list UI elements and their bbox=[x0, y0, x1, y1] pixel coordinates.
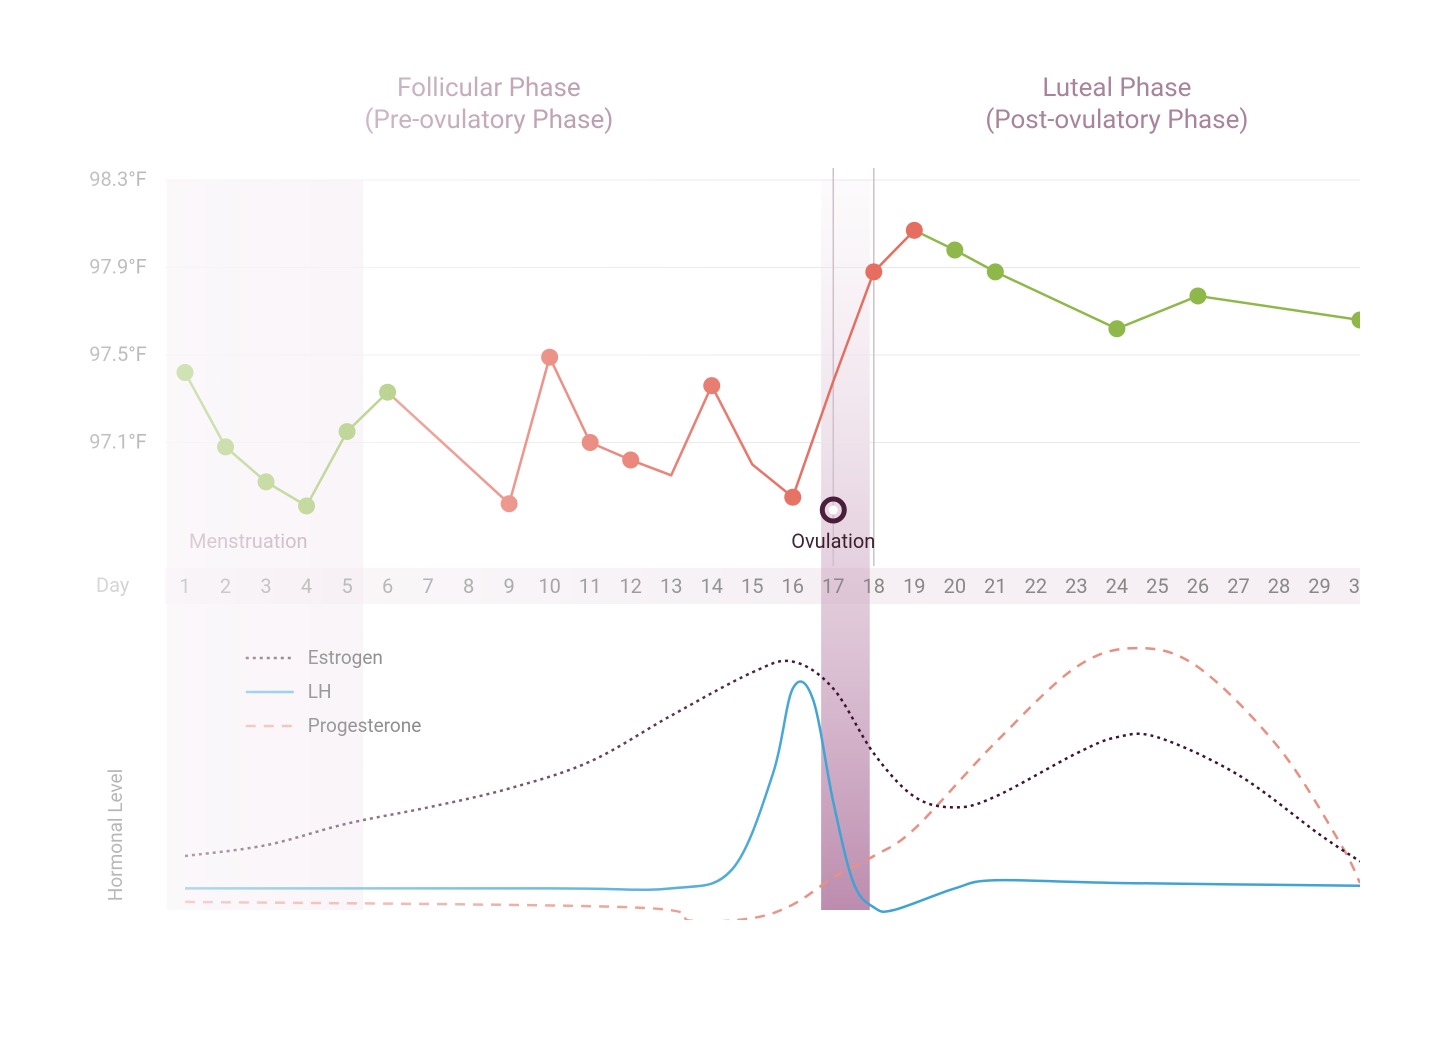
temp-marker bbox=[1352, 312, 1361, 329]
temp-marker bbox=[1189, 287, 1206, 304]
day-axis-title: Day bbox=[96, 573, 130, 597]
day-tick: 7 bbox=[422, 574, 433, 598]
day-tick: 29 bbox=[1308, 574, 1330, 598]
day-tick: 25 bbox=[1146, 574, 1168, 598]
temp-line-segment bbox=[388, 392, 510, 504]
day-tick: 26 bbox=[1187, 574, 1209, 598]
cycle-chart: 98.3°F 97.9°F 97.5°F 97.1°F Follicular Phase… bbox=[80, 40, 1360, 920]
day-tick: 6 bbox=[382, 574, 393, 598]
temp-marker bbox=[946, 242, 963, 259]
day-tick: 4 bbox=[301, 574, 312, 598]
y-tick-label: 98.3°F bbox=[89, 167, 147, 191]
temp-marker bbox=[987, 263, 1004, 280]
day-tick: 14 bbox=[700, 574, 722, 598]
day-tick: 12 bbox=[619, 574, 641, 598]
temp-marker bbox=[1108, 320, 1125, 337]
temp-marker bbox=[784, 489, 801, 506]
day-tick: 5 bbox=[341, 574, 352, 598]
ovulation-marker-inner bbox=[829, 506, 838, 515]
temp-marker bbox=[906, 222, 923, 239]
temp-marker bbox=[379, 384, 396, 401]
day-tick: 9 bbox=[504, 574, 515, 598]
temp-line-segment bbox=[1198, 296, 1360, 320]
chart-svg: 98.3°F 97.9°F 97.5°F 97.1°F Follicular Phase… bbox=[80, 40, 1360, 920]
temp-line-segment bbox=[509, 357, 550, 504]
follicular-title: Follicular Phase bbox=[397, 73, 581, 103]
day-tick: 24 bbox=[1106, 574, 1128, 598]
day-tick: 18 bbox=[863, 574, 885, 598]
temp-marker bbox=[177, 364, 194, 381]
temp-marker bbox=[622, 452, 639, 469]
temp-marker bbox=[501, 495, 518, 512]
temp-marker bbox=[217, 438, 234, 455]
day-tick: 1 bbox=[179, 574, 190, 598]
day-tick: 23 bbox=[1065, 574, 1087, 598]
temp-marker bbox=[298, 497, 315, 514]
temp-line-segment bbox=[631, 386, 712, 476]
temp-marker bbox=[339, 423, 356, 440]
day-tick: 15 bbox=[741, 574, 763, 598]
day-tick: 3 bbox=[260, 574, 271, 598]
temp-marker bbox=[703, 377, 720, 394]
day-tick: 19 bbox=[903, 574, 925, 598]
day-tick: 27 bbox=[1227, 574, 1249, 598]
temp-marker bbox=[865, 263, 882, 280]
menstruation-label: Menstruation bbox=[189, 529, 308, 553]
day-tick: 11 bbox=[579, 574, 601, 598]
y-tick-label: 97.5°F bbox=[89, 342, 147, 366]
day-tick: 17 bbox=[822, 574, 844, 598]
day-tick: 28 bbox=[1268, 574, 1290, 598]
y-tick-label: 97.9°F bbox=[89, 255, 147, 279]
temp-line-segment bbox=[712, 386, 793, 498]
day-tick: 20 bbox=[944, 574, 966, 598]
temp-line-segment bbox=[995, 272, 1117, 329]
legend-label: Progesterone bbox=[308, 714, 422, 737]
temp-marker bbox=[541, 349, 558, 366]
legend-label: LH bbox=[308, 680, 332, 703]
temp-line-segment bbox=[1117, 296, 1198, 329]
day-tick: 22 bbox=[1025, 574, 1047, 598]
day-tick: 13 bbox=[660, 574, 682, 598]
day-tick: 21 bbox=[984, 574, 1006, 598]
temp-marker bbox=[258, 473, 275, 490]
day-tick: 16 bbox=[782, 574, 804, 598]
day-tick: 8 bbox=[463, 574, 474, 598]
day-tick: 10 bbox=[538, 574, 560, 598]
day-tick: 30 bbox=[1349, 574, 1360, 598]
luteal-title: Luteal Phase bbox=[1042, 73, 1191, 103]
follicular-subtitle: (Pre-ovulatory Phase) bbox=[364, 105, 613, 135]
temp-line-segment bbox=[874, 230, 915, 272]
hormone-axis-label: Hormonal Level bbox=[104, 769, 127, 901]
legend-label: Estrogen bbox=[308, 646, 383, 669]
day-tick: 2 bbox=[220, 574, 231, 598]
temp-marker bbox=[582, 434, 599, 451]
temp-line-segment bbox=[550, 357, 591, 442]
ovulation-label: Ovulation bbox=[791, 529, 875, 553]
luteal-subtitle: (Post-ovulatory Phase) bbox=[985, 105, 1248, 135]
y-tick-label: 97.1°F bbox=[89, 430, 147, 454]
